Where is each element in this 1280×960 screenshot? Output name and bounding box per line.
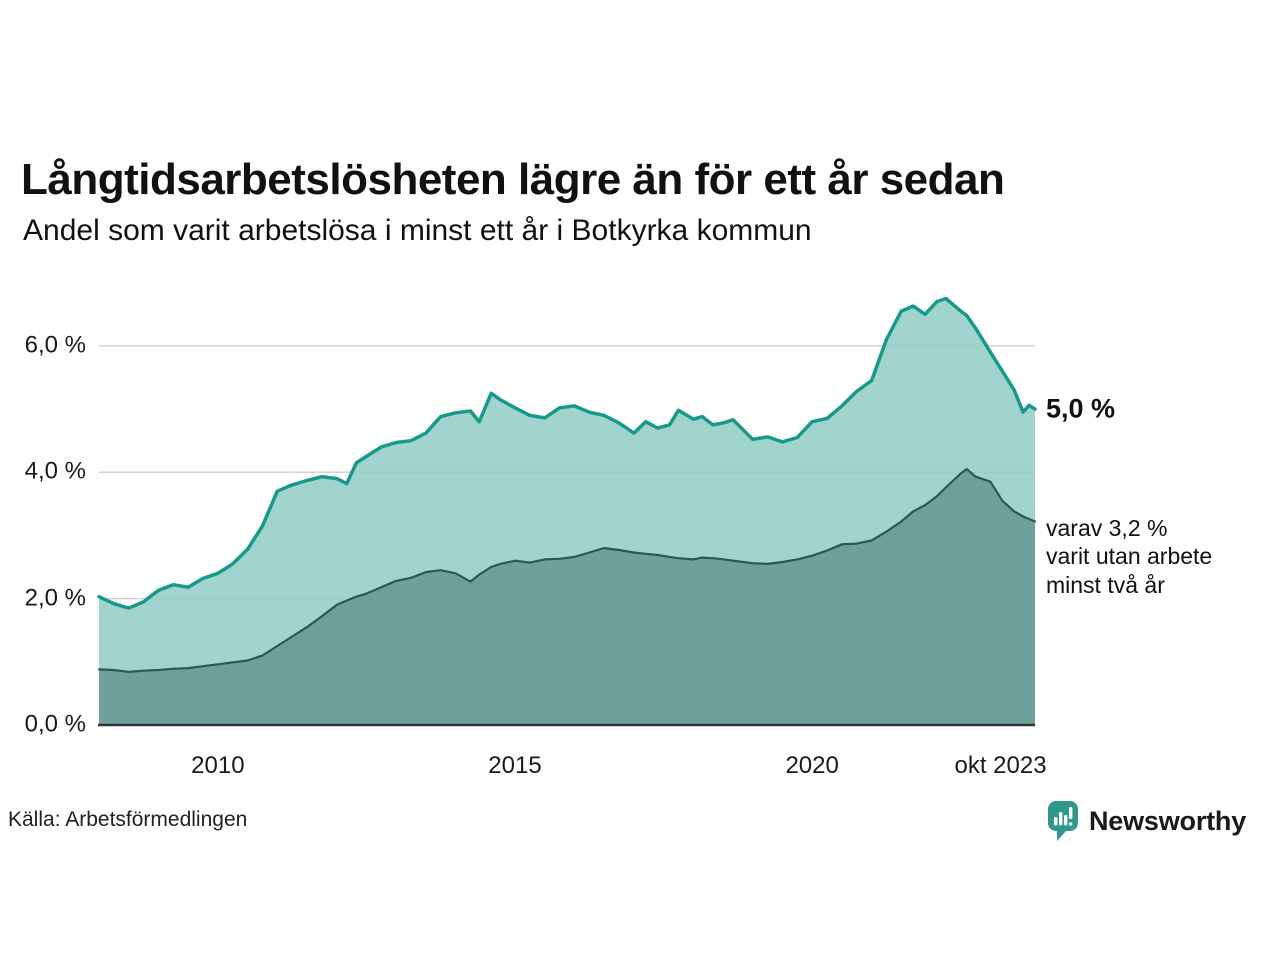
newsworthy-logo: Newsworthy (1046, 799, 1246, 843)
page-title: Långtidsarbetslösheten lägre än för ett … (21, 155, 1005, 205)
newsworthy-logo-text: Newsworthy (1089, 805, 1247, 836)
x-axis-tick-2020: 2020 (785, 752, 839, 779)
y-axis-tick-2: 2,0 % (24, 584, 86, 612)
x-axis-tick-2015: 2015 (488, 752, 542, 779)
source-caption: Källa: Arbetsförmedlingen (8, 808, 248, 831)
y-axis-tick-4: 4,0 % (24, 457, 86, 485)
latest-value-annotation: 5,0 % (1046, 393, 1116, 424)
series-min-two-years-area (99, 469, 1035, 725)
two-year-annotation: varav 3,2 % varit utan arbete minst två … (1046, 514, 1213, 599)
series-min-one-year-line (97, 296, 1037, 610)
x-axis-tick-2010: 2010 (191, 752, 245, 779)
x-axis-tick-okt-2023: okt 2023 (954, 752, 1047, 779)
y-axis-tick-6: 6,0 % (24, 331, 86, 359)
series-min-two-years-line (97, 468, 1037, 673)
newsworthy-badge-icon (1048, 801, 1078, 841)
chart-subtitle: Andel som varit arbetslösa i minst ett å… (23, 214, 812, 247)
y-axis-tick-0: 0,0 % (24, 710, 86, 738)
